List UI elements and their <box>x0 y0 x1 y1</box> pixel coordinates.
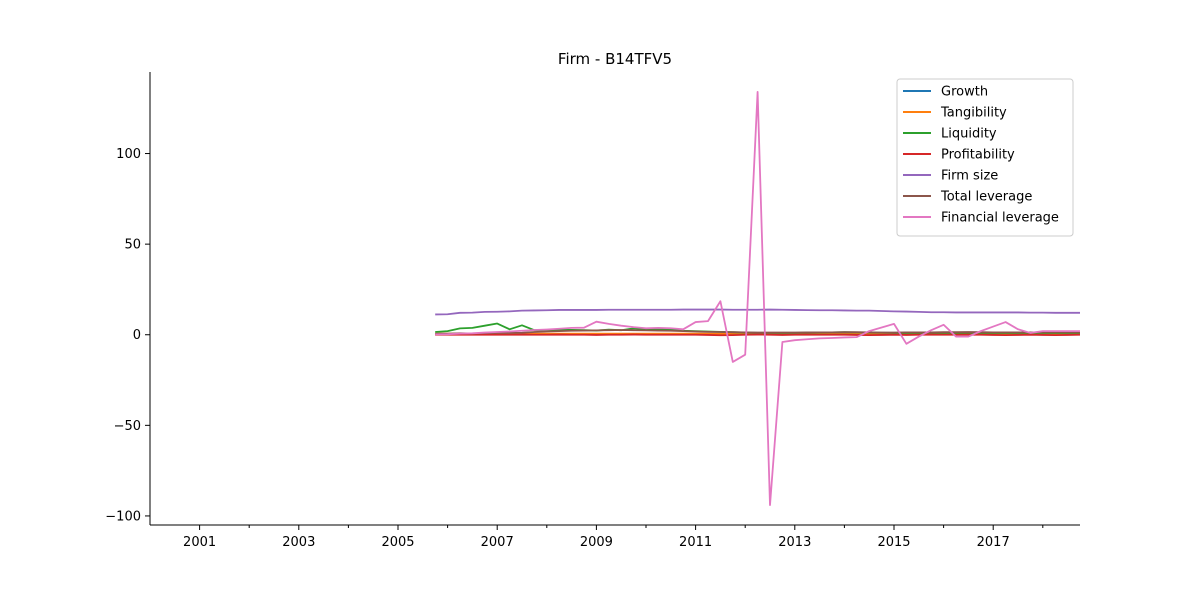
y-tick-label: 0 <box>133 328 141 343</box>
legend-label: Profitability <box>941 148 1015 163</box>
y-tick-label: 50 <box>124 238 141 253</box>
x-tick-label: 2011 <box>679 535 712 550</box>
x-tick-label: 2005 <box>381 535 414 550</box>
x-tick-label: 2017 <box>977 535 1010 550</box>
legend: Growth Tangibility Liquidity Profitability F… <box>896 78 1074 237</box>
legend-label: Total leverage <box>940 190 1032 205</box>
legend-label: Growth <box>941 85 988 100</box>
x-tick-label: 2015 <box>877 535 910 550</box>
series-line-5 <box>435 329 1080 335</box>
series-line-3 <box>435 333 1081 337</box>
x-tick-label: 2001 <box>183 535 216 550</box>
legend-box <box>896 78 1074 237</box>
legend-label: Tangibility <box>940 106 1007 121</box>
x-ticks: 2001 2003 2005 2007 2009 2011 2013 2015 2017 <box>183 525 1044 550</box>
legend-label: Firm size <box>941 169 998 184</box>
legend-label: Liquidity <box>941 127 997 142</box>
y-tick-label: −50 <box>114 419 141 434</box>
series-line-6 <box>435 91 1080 506</box>
x-tick-label: 2013 <box>778 535 811 550</box>
x-tick-label: 2007 <box>481 535 514 550</box>
chart-title: Firm - B14TFV5 <box>558 50 672 68</box>
legend-label: Financial leverage <box>941 211 1059 226</box>
y-tick-label: −100 <box>105 509 141 524</box>
series-line-4 <box>435 308 1080 316</box>
series-layer <box>435 91 1081 506</box>
y-tick-label: 100 <box>116 147 141 162</box>
x-tick-label: 2009 <box>580 535 613 550</box>
y-ticks: −100 −50 0 50 100 <box>105 147 150 524</box>
x-tick-label: 2003 <box>282 535 315 550</box>
axes-layer <box>149 72 1080 526</box>
